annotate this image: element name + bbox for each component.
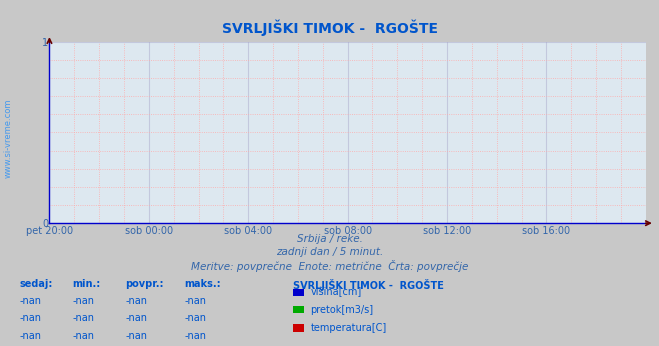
Text: SVRLJIŠKI TIMOK -  RGOŠTE: SVRLJIŠKI TIMOK - RGOŠTE [221,19,438,36]
Text: -nan: -nan [20,313,42,323]
Text: min.:: min.: [72,279,101,289]
Text: zadnji dan / 5 minut.: zadnji dan / 5 minut. [276,247,383,257]
Text: SVRLJIŠKI TIMOK -  RGOŠTE: SVRLJIŠKI TIMOK - RGOŠTE [293,279,444,291]
Text: -nan: -nan [185,313,206,323]
Text: povpr.:: povpr.: [125,279,163,289]
Text: -nan: -nan [185,296,206,306]
Text: temperatura[C]: temperatura[C] [310,323,387,333]
Text: višina[cm]: višina[cm] [310,287,362,298]
Text: www.si-vreme.com: www.si-vreme.com [3,99,13,178]
Text: -nan: -nan [20,331,42,342]
Text: -nan: -nan [125,296,147,306]
Text: -nan: -nan [125,313,147,323]
Text: -nan: -nan [185,331,206,342]
Text: -nan: -nan [72,331,94,342]
Text: Srbija / reke.: Srbija / reke. [297,234,362,244]
Text: sedaj:: sedaj: [20,279,53,289]
Text: -nan: -nan [72,313,94,323]
Text: maks.:: maks.: [185,279,221,289]
Text: -nan: -nan [20,296,42,306]
Text: pretok[m3/s]: pretok[m3/s] [310,305,374,315]
Text: -nan: -nan [125,331,147,342]
Text: -nan: -nan [72,296,94,306]
Text: Meritve: povprečne  Enote: metrične  Črta: povprečje: Meritve: povprečne Enote: metrične Črta:… [191,260,468,272]
